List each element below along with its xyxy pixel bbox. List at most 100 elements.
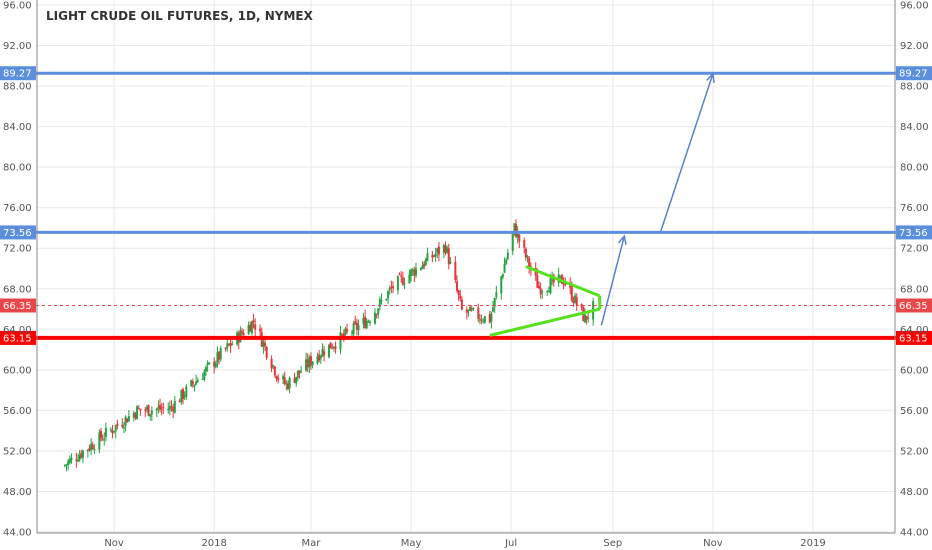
candle-body	[145, 406, 148, 411]
y-tick-label-right: 96.00	[900, 1, 929, 12]
y-tick-label-right: 64.00	[900, 325, 929, 336]
candle-body	[572, 300, 575, 303]
candle-body	[173, 400, 176, 413]
candle-body	[526, 255, 529, 258]
candle-body	[323, 351, 326, 356]
candle-body	[311, 361, 314, 366]
candle-body	[201, 378, 204, 380]
candle-body	[70, 457, 73, 461]
candle-body	[262, 341, 265, 348]
level-tag-left-bg	[0, 225, 36, 240]
y-tick-label-left: 88.00	[3, 82, 32, 93]
candle-body	[113, 431, 116, 433]
candle-body	[329, 342, 332, 349]
candle-body	[536, 275, 539, 288]
grid-layer	[37, 0, 895, 533]
candle-body	[585, 315, 588, 320]
candle-body	[528, 257, 531, 268]
candle-body	[493, 297, 496, 307]
candle-body	[214, 363, 217, 368]
candle-body	[328, 344, 331, 358]
candle-body	[378, 299, 381, 307]
candle-body	[483, 316, 486, 323]
candle-body	[524, 248, 527, 258]
candle-body	[390, 287, 393, 289]
level-tag-right-bg	[896, 298, 932, 313]
candle-body	[298, 370, 301, 374]
candle-body	[241, 331, 244, 334]
level-tag-right-bg	[896, 225, 932, 240]
candle-body	[309, 356, 312, 366]
candle-body	[111, 429, 114, 434]
candle-body	[587, 317, 590, 319]
candle-body	[272, 365, 275, 367]
candle-body	[518, 234, 521, 242]
triangle-upper-trendline	[525, 265, 601, 298]
level-tag-right-bg	[896, 66, 932, 81]
candle-body	[80, 452, 83, 458]
y-tick-label-right: 48.00	[900, 487, 929, 498]
candle-body	[155, 408, 158, 411]
drawing-layer	[489, 72, 715, 337]
candle-body	[282, 376, 285, 379]
candle-body	[170, 406, 173, 408]
candle-body	[127, 416, 130, 422]
candle-body	[185, 386, 188, 397]
candle-body	[460, 299, 463, 310]
candle-body	[541, 291, 544, 293]
candle-body	[67, 461, 70, 465]
chart-title: LIGHT CRUDE OIL FUTURES, 1D, NYMEX	[46, 9, 314, 23]
candle-body	[413, 269, 416, 276]
triangle-lower-trendline	[489, 307, 601, 337]
candle-body	[195, 381, 198, 385]
candle-body	[431, 254, 434, 258]
candle-body	[357, 325, 360, 331]
candle-body	[208, 362, 211, 364]
y-tick-label-left: 76.00	[3, 203, 32, 214]
candle-body	[287, 383, 290, 390]
candle-body	[78, 454, 81, 461]
candle-body	[559, 275, 562, 277]
y-tick-label-left: 56.00	[3, 406, 32, 417]
candle-body	[391, 286, 394, 289]
candle-body	[259, 328, 262, 332]
level-tag-right-bg	[896, 330, 932, 345]
y-tick-label-left: 60.00	[3, 365, 32, 376]
candle-body	[75, 459, 78, 461]
candle-body	[339, 332, 342, 350]
candle-body	[65, 464, 68, 466]
candle-body	[147, 405, 150, 416]
candle-body	[167, 409, 170, 411]
candle-body	[81, 450, 84, 458]
level-tag-left: 66.35	[3, 301, 32, 312]
candle-body	[227, 343, 230, 345]
candle-body	[332, 346, 335, 349]
candle-body	[469, 306, 472, 311]
candle-body	[444, 245, 447, 253]
candle-body	[562, 282, 565, 285]
candle-body	[341, 334, 344, 336]
candle-body	[144, 409, 147, 411]
candle-body	[162, 406, 165, 409]
candle-body	[265, 346, 268, 358]
candle-body	[88, 448, 91, 451]
candle-body	[77, 460, 80, 462]
candle-body	[93, 449, 96, 451]
candle-body	[421, 265, 424, 270]
candle-body	[104, 427, 107, 437]
candle-body	[575, 297, 578, 306]
candle-body	[423, 263, 426, 267]
candle-body	[501, 274, 504, 277]
x-tick-label: Jul	[504, 538, 517, 549]
candle-body	[419, 268, 422, 270]
level-tag-left-bg	[0, 298, 36, 313]
y-tick-label-right: 56.00	[900, 406, 929, 417]
candle-body	[369, 321, 372, 323]
level-tag-right: 63.15	[899, 333, 928, 344]
candle-body	[580, 303, 583, 308]
y-tick-label-left: 84.00	[3, 122, 32, 133]
candle-body	[204, 366, 207, 372]
candle-body	[515, 224, 518, 238]
candle-body	[126, 418, 129, 423]
candle-body	[219, 348, 222, 360]
